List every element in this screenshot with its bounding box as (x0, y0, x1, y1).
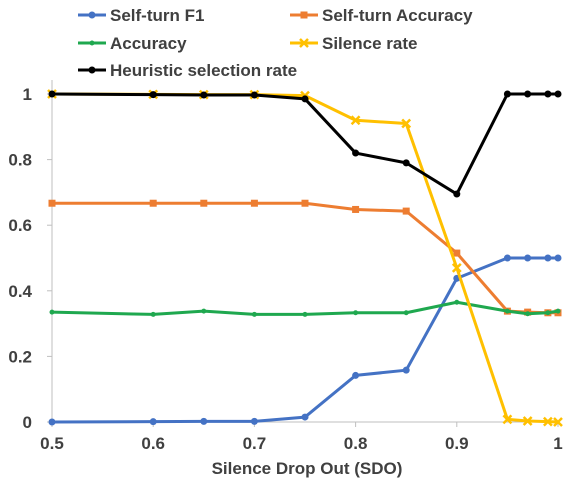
legend-item: Self-turn F1 (78, 6, 204, 25)
data-point (250, 417, 258, 425)
legend-label: Silence rate (322, 34, 417, 53)
data-point (524, 254, 532, 262)
data-point (554, 254, 562, 262)
legend-item: Heuristic selection rate (78, 61, 297, 80)
data-point (503, 90, 511, 98)
x-tick-label: 0.6 (141, 434, 165, 453)
series-2 (49, 299, 561, 317)
legend-label: Heuristic selection rate (110, 61, 297, 80)
x-axis-title: Silence Drop Out (SDO) (212, 459, 403, 478)
data-point (525, 311, 531, 317)
x-tick-label: 1 (553, 434, 562, 453)
data-point (504, 308, 510, 314)
legend-marker (88, 11, 96, 19)
axes: 0.5 0.6 0.7 0.8 0.9 1 0 0.2 0.4 0.6 0.8 1 (8, 80, 563, 453)
data-point (503, 254, 511, 262)
data-point (48, 418, 56, 426)
legend-marker (300, 11, 308, 19)
data-point (301, 95, 309, 103)
data-point (502, 414, 513, 425)
data-point (49, 309, 55, 315)
legend-item: Self-turn Accuracy (290, 6, 473, 25)
data-point (48, 199, 56, 207)
data-point (250, 91, 258, 99)
x-tick-label: 0.9 (445, 434, 469, 453)
data-point (554, 90, 562, 98)
data-point (402, 366, 410, 374)
data-point (453, 249, 461, 257)
data-point (201, 308, 207, 314)
x-tick-label: 0.7 (243, 434, 267, 453)
data-point (150, 311, 156, 317)
legend-marker (88, 66, 96, 74)
data-point (522, 416, 533, 426)
data-point (451, 262, 462, 273)
data-point (149, 199, 157, 207)
data-point (200, 417, 208, 425)
legend-item: Silence rate (290, 34, 417, 53)
data-point (454, 299, 460, 305)
data-point (352, 149, 360, 157)
data-point (453, 190, 461, 198)
data-point (352, 205, 360, 213)
data-point (200, 91, 208, 99)
y-tick-label: 0.6 (8, 216, 32, 235)
y-tick-label: 0 (23, 413, 32, 432)
data-point (250, 199, 258, 207)
data-point (251, 311, 257, 317)
data-point (402, 159, 410, 167)
series-line (51, 92, 558, 196)
data-point (544, 254, 552, 262)
data-point (401, 118, 412, 129)
series-0 (48, 254, 562, 426)
legend-marker (299, 38, 309, 48)
series-line (52, 201, 558, 315)
y-tick-label: 0.8 (8, 151, 32, 170)
data-point (555, 308, 561, 314)
data-point (48, 90, 56, 98)
x-tick-label: 0.5 (40, 434, 64, 453)
series-4 (48, 90, 562, 198)
series-layer (47, 89, 563, 427)
data-point (350, 115, 361, 126)
series-line (51, 300, 559, 316)
series-1 (48, 199, 562, 317)
legend-item: Accuracy (78, 34, 187, 53)
data-point (545, 310, 551, 316)
data-point (149, 418, 157, 426)
data-point (403, 310, 409, 316)
data-point (352, 371, 360, 379)
y-tick-label: 0.2 (8, 347, 32, 366)
legend-label: Self-turn F1 (110, 6, 204, 25)
data-point (553, 417, 563, 427)
data-point (301, 413, 309, 421)
data-point (200, 199, 208, 207)
x-tick-label: 0.8 (344, 434, 368, 453)
legend-label: Self-turn Accuracy (322, 6, 473, 25)
data-point (542, 416, 553, 427)
legend-marker (89, 40, 95, 46)
data-point (402, 207, 410, 215)
y-tick-label: 1 (23, 85, 32, 104)
y-tick-label: 0.4 (8, 282, 32, 301)
data-point (149, 91, 157, 99)
data-point (544, 90, 552, 98)
data-point (524, 90, 532, 98)
legend-label: Accuracy (110, 34, 187, 53)
data-point (302, 311, 308, 317)
legend: Self-turn F1 Self-turn Accuracy Accuracy Si… (78, 6, 473, 80)
data-point (301, 199, 309, 207)
data-point (353, 310, 359, 316)
